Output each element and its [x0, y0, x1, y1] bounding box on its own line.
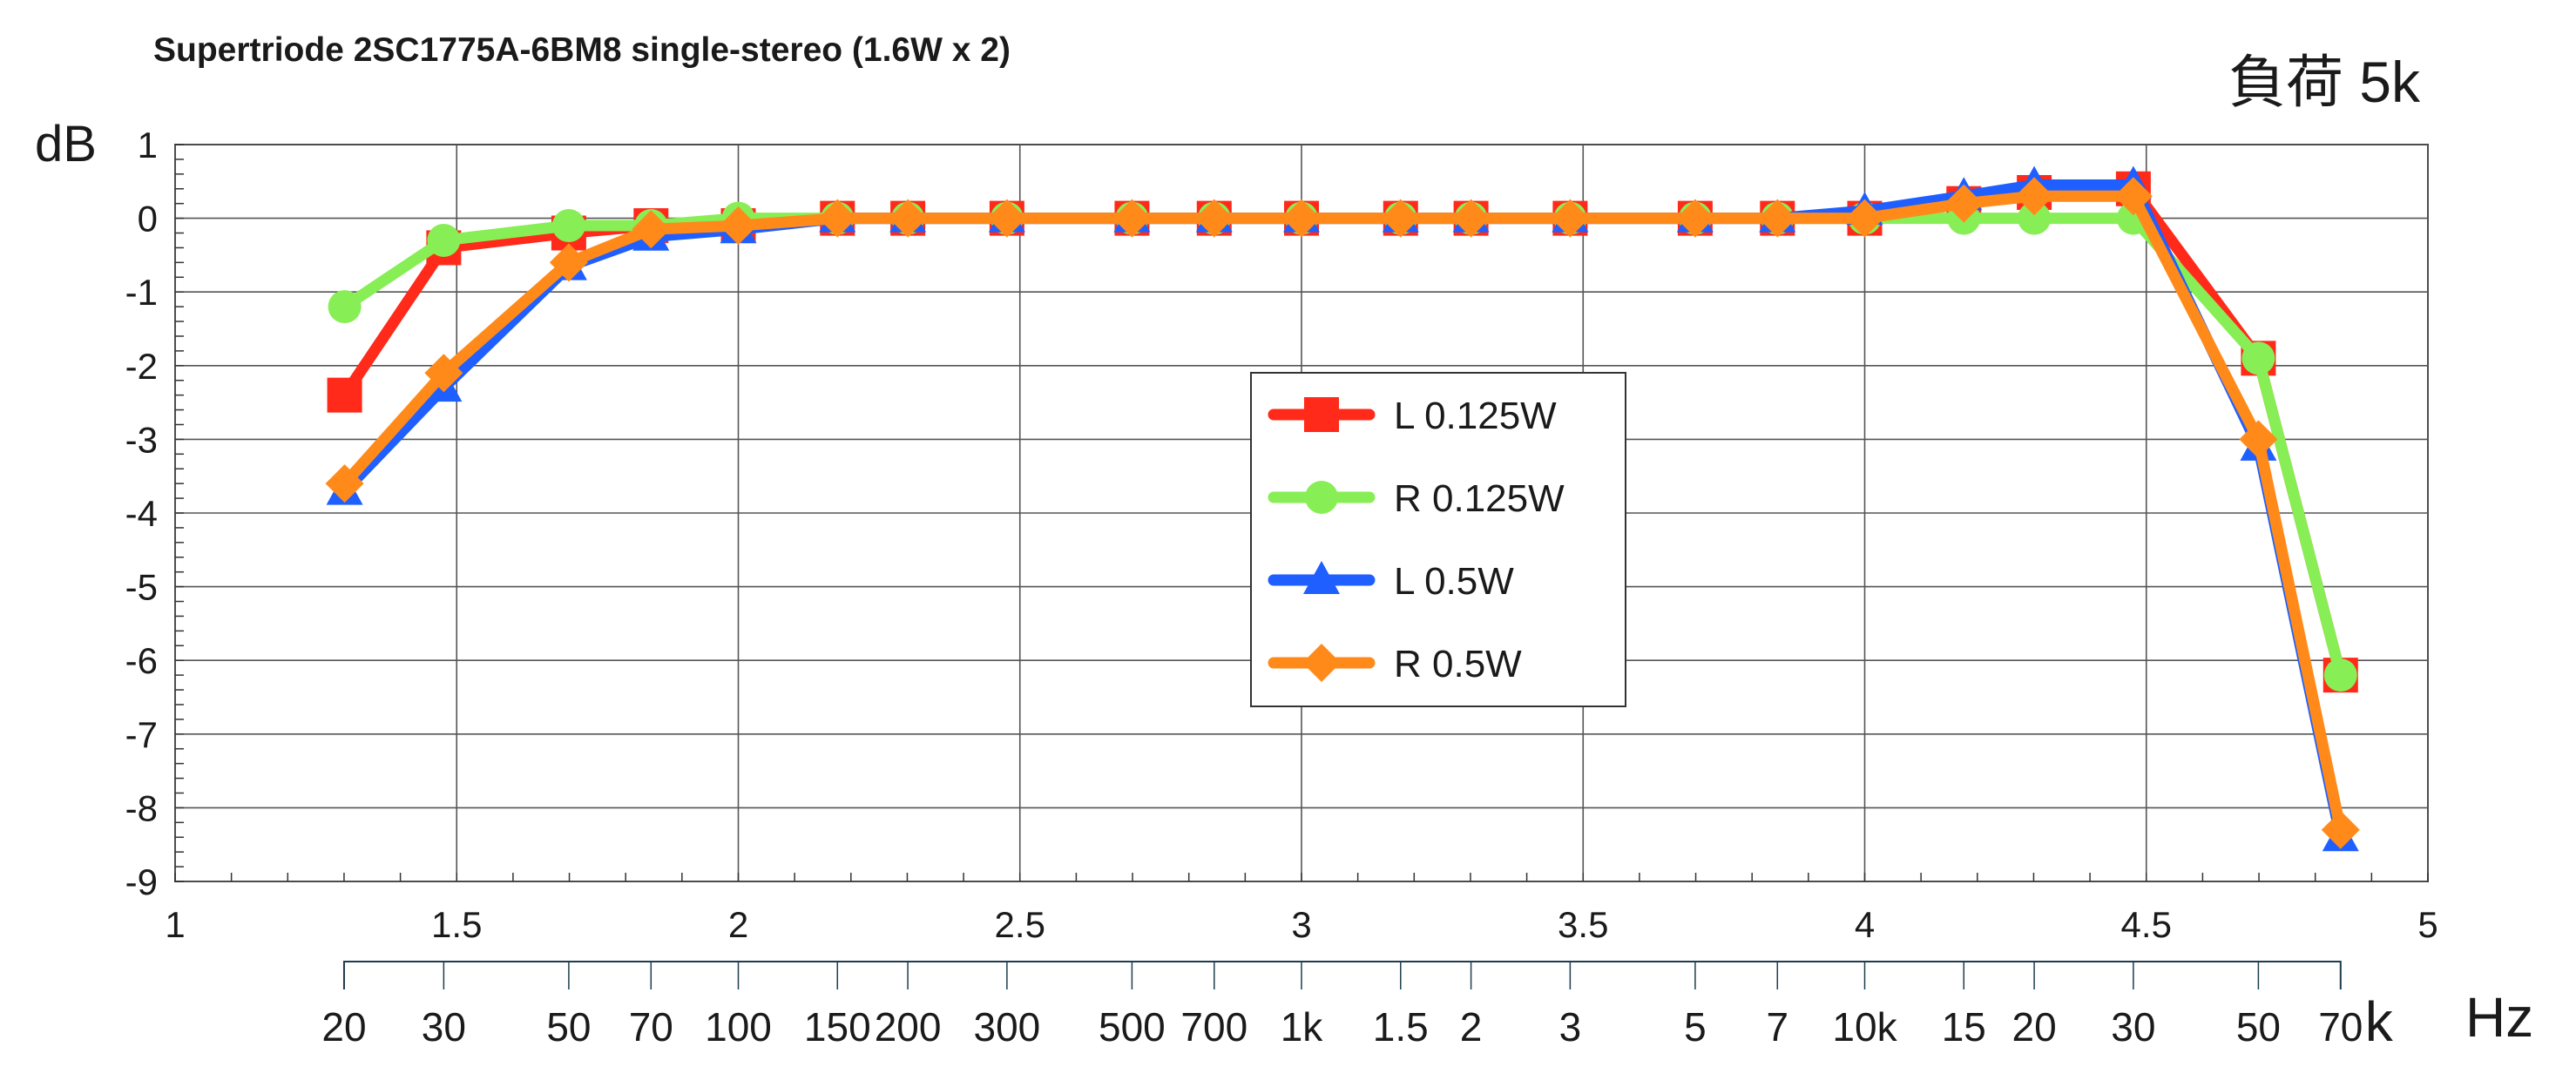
y-tick-label: 1	[138, 125, 158, 165]
data-point	[2321, 810, 2360, 849]
data-point	[2015, 177, 2054, 216]
data-point	[1282, 199, 1321, 238]
y-tick-label: -6	[125, 640, 158, 681]
data-point	[1944, 184, 1984, 223]
data-point	[551, 209, 585, 243]
x-tick-label: 4	[1855, 904, 1875, 945]
freq-label: 150	[804, 1004, 871, 1050]
freq-k-suffix: k	[2365, 990, 2394, 1053]
freq-label: 30	[422, 1004, 466, 1050]
y-tick-label: -3	[125, 419, 158, 460]
y-tick-label: -4	[125, 493, 158, 534]
y-tick-label: -2	[125, 346, 158, 387]
legend-label: R 0.5W	[1394, 643, 1522, 685]
data-point	[549, 243, 588, 282]
x-tick-label: 2.5	[995, 904, 1045, 945]
legend-swatch-marker	[1304, 397, 1339, 432]
freq-label: 500	[1099, 1004, 1166, 1050]
freq-label: 15	[1942, 1004, 1986, 1050]
y-tick-label: -5	[125, 567, 158, 608]
y-tick-label: 0	[138, 199, 158, 240]
data-point	[427, 223, 461, 257]
legend-label: L 0.125W	[1394, 395, 1557, 437]
data-point	[2018, 201, 2052, 235]
chart-title: Supertriode 2SC1775A-6BM8 single-stereo …	[153, 31, 1011, 69]
freq-label: 50	[2236, 1004, 2281, 1050]
data-point	[327, 377, 362, 413]
x-tick-labels: 1 1.5 2 2.5 3 3.5 4 4.5 5	[165, 904, 2437, 945]
freq-label: 70	[2318, 1004, 2363, 1050]
data-point	[632, 210, 671, 249]
data-point	[325, 464, 364, 503]
freq-label: 3	[1559, 1004, 1582, 1050]
x-tick-label: 1	[165, 904, 185, 945]
legend: L 0.125W R 0.125W L 0.5W R 0.5W	[1250, 372, 1626, 707]
data-point	[719, 206, 758, 246]
data-point	[1381, 199, 1420, 238]
freq-label: 70	[629, 1004, 673, 1050]
data-point	[818, 199, 857, 238]
series-line	[339, 190, 2347, 836]
y-tick-label: -8	[125, 787, 158, 828]
y-tick-label: -7	[125, 714, 158, 755]
legend-label: R 0.125W	[1394, 477, 1565, 520]
x-tick-label: 5	[2417, 904, 2437, 945]
series-group	[325, 165, 2360, 852]
freq-label: 1.5	[1373, 1004, 1429, 1050]
freq-bracket	[342, 961, 2342, 989]
data-point	[1758, 199, 1797, 238]
freq-label: 20	[2012, 1004, 2057, 1050]
data-point	[2239, 420, 2278, 459]
freq-label: 10k	[1832, 1004, 1897, 1050]
load-annotation: 負荷 5k	[2228, 50, 2421, 114]
data-point	[424, 354, 463, 393]
data-point	[889, 199, 928, 238]
freq-label: 20	[321, 1004, 366, 1050]
data-point	[987, 199, 1026, 238]
freq-label: 7	[1766, 1004, 1788, 1050]
legend-swatch-marker	[1305, 481, 1338, 514]
grid	[174, 144, 2429, 882]
freq-label: 700	[1180, 1004, 1247, 1050]
x-tick-label: 1.5	[431, 904, 482, 945]
x-tick-label: 3	[1291, 904, 1311, 945]
freq-label: 30	[2111, 1004, 2155, 1050]
freq-label: 100	[705, 1004, 772, 1050]
y-tick-label: -9	[125, 861, 158, 902]
y-tick-label: -1	[125, 272, 158, 313]
y-axis-label: dB	[35, 116, 97, 172]
data-point	[2323, 658, 2357, 692]
freq-label: 50	[546, 1004, 591, 1050]
freq-label: 200	[875, 1004, 942, 1050]
data-point	[2113, 177, 2153, 216]
freq-label: 5	[1684, 1004, 1707, 1050]
data-point	[328, 290, 362, 324]
data-point	[1675, 199, 1714, 238]
frequency-axis: 20 30 50 70 100 150 200 300 500 700 1k 1.5 2 3 5 7 10k 15…	[321, 961, 2533, 1053]
x-tick-label: 2	[728, 904, 748, 945]
data-point	[1551, 199, 1590, 238]
x-tick-label: 3.5	[1558, 904, 1608, 945]
legend-label: L 0.5W	[1394, 560, 1514, 603]
data-point	[2241, 341, 2275, 375]
freq-label: 2	[1460, 1004, 1483, 1050]
data-point	[1112, 199, 1152, 238]
data-point	[1845, 199, 1884, 238]
freq-label: 1k	[1281, 1004, 1324, 1050]
series-3	[325, 177, 2360, 849]
freq-unit-label: Hz	[2465, 986, 2533, 1049]
data-point	[1451, 199, 1491, 238]
legend-swatch-marker	[1302, 644, 1341, 682]
data-point	[1194, 199, 1234, 238]
y-tick-labels: 1 0 -1 -2 -3 -4 -5 -6 -7 -8 -9	[125, 125, 158, 902]
legend-swatch-marker	[1303, 561, 1340, 594]
freq-label: 300	[974, 1004, 1041, 1050]
x-tick-label: 4.5	[2121, 904, 2172, 945]
